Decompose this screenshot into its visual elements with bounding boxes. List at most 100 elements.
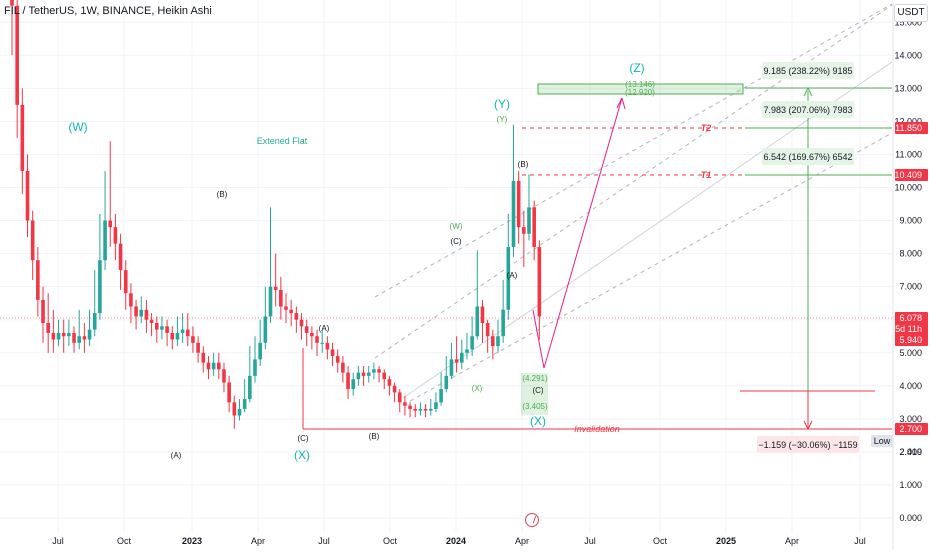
projection-up-line — [543, 97, 623, 369]
price-badge-text: 5.940 — [899, 335, 922, 345]
target-zone-box — [537, 83, 744, 95]
candle-body — [423, 408, 428, 411]
candle-body — [356, 372, 361, 380]
candle-body — [20, 104, 25, 171]
candle-body — [330, 349, 335, 357]
candle-body — [222, 369, 226, 383]
measure-label-bg — [762, 148, 854, 165]
time-axis[interactable]: Jul Oct 2023 Apr Jul Oct 2024 Apr Jul Oct 2025 Apr J… — [52, 536, 866, 546]
candle-body — [123, 270, 128, 294]
candle-body — [335, 356, 340, 363]
projection-down-line — [532, 309, 545, 369]
measure-label-bg — [762, 101, 854, 118]
candle-body — [392, 385, 397, 393]
price-tick-label: 2.000 — [899, 447, 922, 457]
candle-body — [537, 246, 542, 317]
price-badge-text: 2.700 — [899, 424, 922, 434]
candle-body — [273, 286, 278, 290]
candle-body — [149, 319, 154, 324]
price-badge-text: 5d 11h — [895, 324, 922, 334]
price-tick-label: 13.000 — [894, 83, 922, 93]
price-tick-label: 1.000 — [899, 480, 922, 490]
candle-body — [491, 336, 495, 347]
measure-label: −1.159 (−30.06%) −1159 — [758, 440, 857, 450]
price-tick-label: 11.000 — [895, 149, 922, 159]
candle-body — [15, 5, 19, 105]
invalidation-label: Invalidation — [574, 424, 620, 434]
time-tick-label: Jul — [52, 536, 64, 546]
candle-body — [82, 336, 87, 340]
candle-body — [346, 372, 350, 390]
candle-body — [299, 319, 304, 327]
candle-body — [61, 332, 66, 337]
candle-body — [310, 332, 314, 337]
candle-body — [366, 372, 371, 376]
time-tick-label: Apr — [251, 536, 265, 546]
candle-body — [403, 402, 407, 406]
level-t1-label: T1 — [701, 170, 712, 180]
support-zone-box — [521, 373, 548, 415]
candle-body — [315, 336, 319, 343]
price-tick-label: 4.000 — [899, 381, 922, 391]
candle-body — [284, 306, 288, 310]
candle-body — [372, 369, 376, 373]
price-tick-label: 15.000 — [894, 17, 922, 27]
price-badge-text: Low — [874, 436, 891, 446]
candle-body — [103, 220, 107, 261]
wave-label-minor: (A) — [507, 271, 518, 280]
candle-body — [527, 207, 531, 234]
alert-icon[interactable] — [525, 513, 539, 527]
candle-body — [268, 286, 273, 317]
candle-body — [444, 375, 449, 390]
candle-body — [185, 329, 190, 337]
candle-body — [242, 399, 247, 409]
candle-body — [180, 329, 185, 333]
time-tick-label: Jul — [318, 536, 330, 546]
candle-body — [206, 362, 211, 370]
wave-label-minor: (B) — [369, 432, 380, 441]
candle-body — [439, 389, 443, 403]
candle-body — [191, 336, 195, 343]
candle-body — [248, 375, 252, 400]
channel-upper-extension — [374, 3, 893, 298]
candle-body — [434, 402, 438, 409]
time-tick-label: Oct — [117, 536, 132, 546]
candle-body — [10, 0, 14, 6]
price-badge-text: 11.850 — [895, 123, 922, 133]
wave-label-minor: (B) — [518, 160, 529, 169]
channel-lower-line — [402, 132, 893, 406]
candle-body — [532, 207, 536, 247]
currency-unit-button[interactable]: USDT — [894, 4, 928, 22]
candle-body — [56, 332, 61, 340]
candle-body — [129, 293, 133, 307]
measure-label-bg — [762, 62, 854, 79]
candle-body — [320, 342, 324, 344]
wave-label-major: (Z) — [629, 61, 644, 75]
time-tick-label: 2024 — [446, 536, 466, 546]
price-axis[interactable]: 0.0001.0002.0003.0004.0005.0006.0007.000… — [871, 0, 928, 550]
price-tick-label: 7.000 — [899, 282, 922, 292]
candle-body — [98, 260, 102, 314]
wave-label-minor: (A) — [319, 324, 330, 333]
candle-body — [397, 392, 402, 403]
candle-body — [325, 342, 330, 350]
candle-body — [30, 220, 35, 261]
candle-body — [351, 379, 356, 390]
time-tick-label: Apr — [785, 536, 799, 546]
zone-value-label: (13.146) — [625, 80, 655, 89]
candle-body — [501, 309, 505, 337]
candle-body — [341, 362, 345, 373]
time-tick-label: Oct — [653, 536, 668, 546]
zone-value-label: (4.291) — [522, 374, 548, 383]
candle-body — [428, 408, 433, 411]
price-badge-text: 6.078 — [899, 313, 922, 323]
candle-body — [92, 313, 97, 330]
price-badge — [895, 323, 928, 335]
price-badge — [895, 122, 928, 134]
time-tick-label: Oct — [383, 536, 398, 546]
measure-up-arrow — [803, 87, 813, 97]
candle-body — [485, 323, 490, 337]
price-tick-label: 12.000 — [894, 116, 922, 126]
